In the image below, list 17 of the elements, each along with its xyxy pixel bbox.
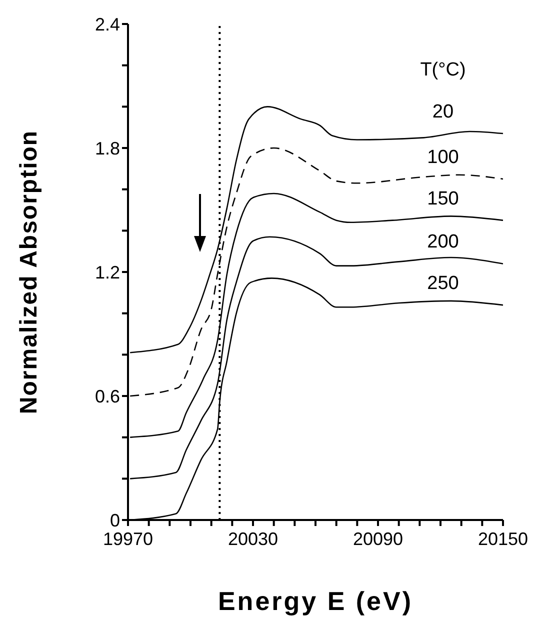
y-tick-label: 0 — [110, 510, 120, 530]
series-label: 100 — [427, 147, 459, 168]
y-axis-title: Normalized Absorption — [16, 130, 43, 414]
x-tick-label: 20150 — [478, 528, 528, 549]
y-tick-label: 1.2 — [94, 262, 120, 282]
y-tick-label: 0.6 — [94, 386, 120, 406]
series-label: 20 — [432, 102, 454, 123]
y-tick-label: 2.4 — [94, 14, 120, 34]
y-tick-label: 1.8 — [94, 138, 120, 158]
x-tick-label: 20030 — [228, 528, 278, 549]
legend-title: T(°C) — [420, 60, 466, 81]
x-tick-label: 19970 — [102, 528, 154, 549]
series-label: 200 — [427, 232, 459, 253]
x-axis-title: Energy E (eV) — [218, 586, 414, 616]
series-label: 250 — [427, 273, 459, 294]
x-tick-label: 20090 — [352, 528, 404, 549]
series-label: 150 — [427, 188, 459, 210]
